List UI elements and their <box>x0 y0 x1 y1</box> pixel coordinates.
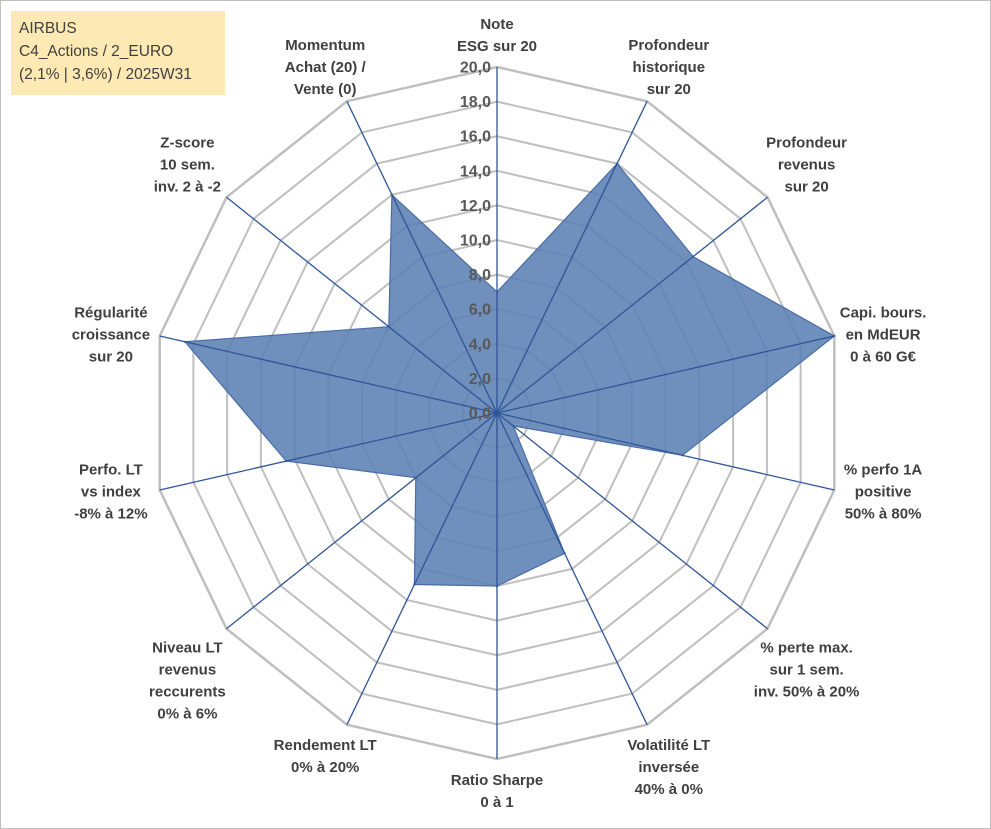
axis-label: Niveau LT revenus reccurents 0% à 6% <box>149 640 226 723</box>
axis-label-line: inv. 2 à -2 <box>154 179 221 196</box>
axis-spoke <box>496 101 648 414</box>
axis-label-line: reccurents <box>149 684 226 701</box>
r-tick-label: 10,0 <box>460 233 491 250</box>
axis-label-line: Niveau LT <box>152 640 223 657</box>
axis-label-line: vs index <box>81 483 142 500</box>
axis-label: Note ESG sur 20 <box>457 16 537 55</box>
axis-label: Rendement LT 0% à 20% <box>274 737 377 776</box>
axis-label-line: inv. 50% à 20% <box>754 684 860 701</box>
axis-spoke <box>226 196 498 414</box>
axis-label: Profondeur revenus sur 20 <box>766 135 847 196</box>
radar-series <box>183 162 836 588</box>
axis-label-line: Momentum <box>285 37 365 54</box>
info-line-category: C4_Actions / 2_EURO <box>19 43 174 60</box>
info-line-period: (2,1% | 3,6%) / 2025W31 <box>19 66 192 83</box>
axis-label: Profondeur historique sur 20 <box>628 37 709 98</box>
axis-label: % perte max. sur 1 sem. inv. 50% à 20% <box>754 640 860 701</box>
axis-label-line: en MdEUR <box>846 327 921 344</box>
info-box: AIRBUS C4_Actions / 2_EURO (2,1% | 3,6%)… <box>11 11 225 95</box>
axis-spoke <box>159 335 498 414</box>
axis-label-line: -8% à 12% <box>74 505 147 522</box>
axis-label-line: Vente (0) <box>294 81 357 98</box>
axis-label-line: revenus <box>159 662 217 679</box>
axis-label-line: positive <box>855 483 912 500</box>
info-line-company: AIRBUS <box>19 20 77 37</box>
axis-label-line: Perfo. LT <box>79 461 143 478</box>
axis-label: Capi. bours. en MdEUR 0 à 60 G€ <box>840 305 927 366</box>
axis-label-line: 0 à 60 G€ <box>850 349 917 366</box>
axis-spoke <box>159 412 498 491</box>
r-tick-label: 2,0 <box>469 371 491 388</box>
axis-spoke <box>496 412 768 630</box>
axis-label-line: croissance <box>72 327 150 344</box>
axis-spoke <box>346 101 498 414</box>
axis-label-line: Achat (20) / <box>285 59 367 76</box>
axis-label-line: Rendement LT <box>274 737 377 754</box>
radar-tick-labels: 0,0 2,0 4,0 6,0 8,0 10,0 12,0 14,0 16,0 18,0 20,0 <box>460 60 491 423</box>
axis-label: Z-score 10 sem. inv. 2 à -2 <box>154 135 221 196</box>
r-tick-label: 16,0 <box>460 129 491 146</box>
axis-label: Régularité croissance sur 20 <box>72 305 150 366</box>
axis-label-line: Volatilité LT <box>627 737 710 754</box>
axis-label: Volatilité LT inversée 40% à 0% <box>627 737 710 798</box>
axis-label-line: Profondeur <box>766 135 847 152</box>
axis-label-line: % perte max. <box>760 640 853 657</box>
axis-label-line: Ratio Sharpe <box>451 772 544 789</box>
axis-spoke <box>226 412 498 630</box>
axis-spoke <box>496 196 768 414</box>
axis-label: Ratio Sharpe 0 à 1 <box>451 772 544 811</box>
axis-label-line: Capi. bours. <box>840 305 927 322</box>
r-tick-label: 20,0 <box>460 60 491 77</box>
axis-label-line: ESG sur 20 <box>457 38 537 55</box>
axis-spoke <box>496 412 648 725</box>
axis-label: Momentum Achat (20) / Vente (0) <box>285 37 367 98</box>
axis-label-line: historique <box>633 59 706 76</box>
axis-label-line: inversée <box>638 759 699 776</box>
r-tick-label: 8,0 <box>469 267 491 284</box>
r-tick-label: 18,0 <box>460 94 491 111</box>
axis-label-line: sur 20 <box>647 81 691 98</box>
radar-axis-labels: Note ESG sur 20 Profondeur historique sur 20… <box>72 16 927 811</box>
r-tick-label: 0,0 <box>469 406 491 423</box>
r-tick-label: 14,0 <box>460 163 491 180</box>
radar-axes <box>159 67 835 759</box>
axis-label-line: Note <box>480 16 513 33</box>
axis-label-line: 40% à 0% <box>635 781 703 798</box>
axis-spoke <box>496 335 835 414</box>
axis-spoke <box>496 412 835 491</box>
axis-spoke <box>346 412 498 725</box>
axis-label: Perfo. LT vs index -8% à 12% <box>74 461 147 522</box>
axis-label-line: sur 20 <box>89 349 133 366</box>
axis-label-line: Z-score <box>160 135 214 152</box>
axis-label-line: revenus <box>778 157 836 174</box>
axis-label-line: 0% à 6% <box>157 706 217 723</box>
r-tick-label: 4,0 <box>469 336 491 353</box>
axis-label-line: Régularité <box>74 305 147 322</box>
axis-label-line: Profondeur <box>628 37 709 54</box>
axis-label-line: sur 1 sem. <box>769 662 843 679</box>
axis-label-line: 0 à 1 <box>480 794 513 811</box>
series-area <box>183 162 836 587</box>
axis-label-line: 50% à 80% <box>845 505 922 522</box>
axis-label: % perfo 1A positive 50% à 80% <box>844 461 923 522</box>
r-tick-label: 6,0 <box>469 302 491 319</box>
r-tick-label: 12,0 <box>460 198 491 215</box>
axis-label-line: % perfo 1A <box>844 461 923 478</box>
axis-label-line: 10 sem. <box>160 157 215 174</box>
axis-label-line: sur 20 <box>784 179 828 196</box>
axis-label-line: 0% à 20% <box>291 759 359 776</box>
